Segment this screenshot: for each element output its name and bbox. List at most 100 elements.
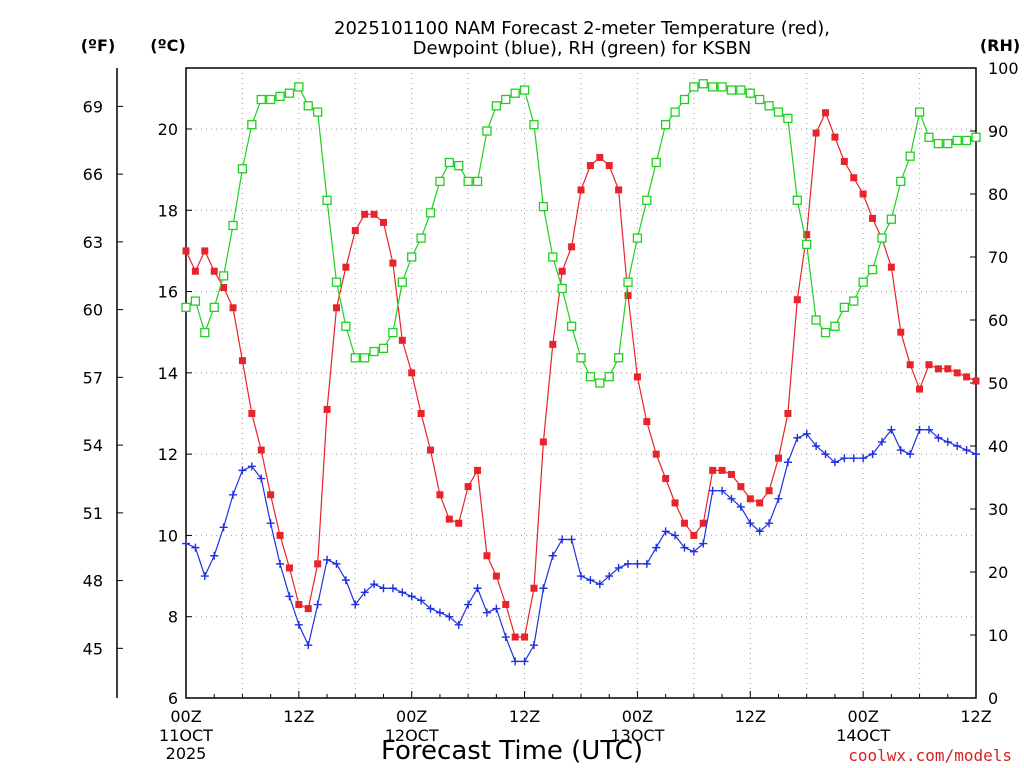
rh-point: [745, 88, 755, 98]
rh-point: [435, 176, 445, 187]
temperature-point: [182, 247, 190, 255]
rh-point: [576, 353, 586, 363]
temperature-point: [502, 601, 510, 609]
temperature-point: [370, 210, 378, 218]
rh-point: [181, 302, 191, 313]
rh-point: [689, 82, 699, 92]
dewpoint-point: [962, 446, 971, 455]
rh-point: [360, 353, 370, 363]
dewpoint-point: [501, 633, 510, 642]
temperature-point: [285, 564, 293, 572]
dewpoint-point: [671, 531, 680, 540]
rh-tick-label: 70: [988, 248, 1008, 267]
temperature-point: [643, 418, 651, 426]
temperature-point: [248, 409, 256, 417]
celsius-tick-label: 18: [158, 201, 178, 220]
dewpoint-point: [868, 450, 877, 459]
temperature-point: [916, 385, 924, 393]
temperature-point: [483, 552, 491, 560]
temperature-point: [784, 409, 792, 417]
rh-point: [454, 160, 464, 171]
rh-point: [632, 233, 643, 243]
rh-point: [501, 94, 511, 105]
dewpoint-point: [746, 519, 755, 528]
dewpoint-point: [727, 494, 736, 503]
temperature-point: [803, 231, 811, 239]
dewpoint-point: [511, 657, 520, 666]
temperature-point: [389, 259, 397, 267]
rh-point: [914, 107, 925, 117]
temperature-point: [304, 605, 312, 613]
rh-point: [444, 157, 454, 168]
dewpoint-point: [454, 620, 463, 629]
rh-point: [294, 82, 304, 92]
dewpoint-point: [266, 519, 275, 528]
rh-point: [933, 138, 944, 149]
rh-point: [595, 378, 605, 388]
dewpoint-point: [661, 527, 670, 536]
temperature-point: [464, 483, 472, 491]
dewpoint-point: [360, 588, 369, 597]
temperature-point: [972, 377, 980, 385]
rh-point: [886, 214, 897, 224]
dewpoint-point: [435, 608, 444, 617]
dewpoint-point: [953, 442, 962, 450]
rh-point: [811, 315, 821, 325]
dewpoint-point: [915, 425, 924, 434]
chart-title-line-1: 2025101100 NAM Forecast 2-meter Temperat…: [334, 18, 830, 39]
temperature-point: [568, 243, 576, 251]
rh-point: [660, 120, 671, 130]
temperature-point: [229, 304, 237, 312]
rh-point: [519, 85, 530, 95]
temperature-point: [831, 133, 839, 141]
temperature-point: [718, 466, 726, 474]
rh-point: [952, 135, 962, 146]
dewpoint-point: [323, 555, 332, 564]
temperature-point: [840, 157, 848, 165]
temperature-point: [859, 190, 867, 198]
temperature-point: [323, 405, 331, 413]
dewpoint-point: [210, 551, 219, 560]
dewpoint-point: [896, 446, 905, 455]
x-tick-label: 00Z: [622, 707, 653, 726]
rh-point: [313, 107, 323, 117]
rh-point: [388, 327, 398, 338]
dewpoint-point: [229, 490, 238, 499]
rh-point: [849, 296, 859, 306]
dewpoint-point: [708, 486, 717, 495]
dewpoint-point: [238, 466, 247, 475]
rh-point: [548, 252, 558, 262]
fahrenheit-tick-label: 57: [83, 368, 103, 387]
rh-point: [802, 239, 812, 250]
series-rh: [181, 79, 981, 388]
x-tick-label: 12Z: [735, 707, 766, 726]
dewpoint-point: [943, 437, 952, 446]
dewpoint-line: [185, 428, 977, 663]
temperature-point: [408, 369, 416, 377]
dewpoint-point: [492, 604, 501, 613]
temperature-point: [596, 153, 604, 161]
series-layer: [181, 79, 981, 666]
rh-point: [604, 372, 614, 382]
fahrenheit-tick-label: 69: [83, 97, 103, 116]
celsius-tick-label: 8: [168, 608, 178, 627]
temperature-point: [756, 499, 764, 507]
dewpoint-point: [783, 458, 792, 467]
fahrenheit-tick-label: 66: [83, 165, 103, 184]
grid-lines: [186, 68, 976, 698]
dewpoint-point: [887, 425, 896, 434]
temperature-point: [793, 296, 801, 304]
temperature-point: [455, 519, 463, 527]
rh-point: [566, 321, 577, 331]
temperature-point: [436, 491, 444, 499]
dewpoint-point: [924, 425, 933, 434]
rh-point: [736, 85, 746, 95]
dewpoint-point: [642, 559, 651, 568]
fahrenheit-tick-label: 45: [83, 639, 103, 658]
rh-tick-label: 90: [988, 122, 1008, 141]
temperature-point: [746, 495, 754, 503]
temperature-point: [897, 328, 905, 336]
rh-point: [265, 94, 276, 105]
rh-tick-label: 10: [988, 626, 1008, 645]
rh-point: [764, 101, 774, 111]
